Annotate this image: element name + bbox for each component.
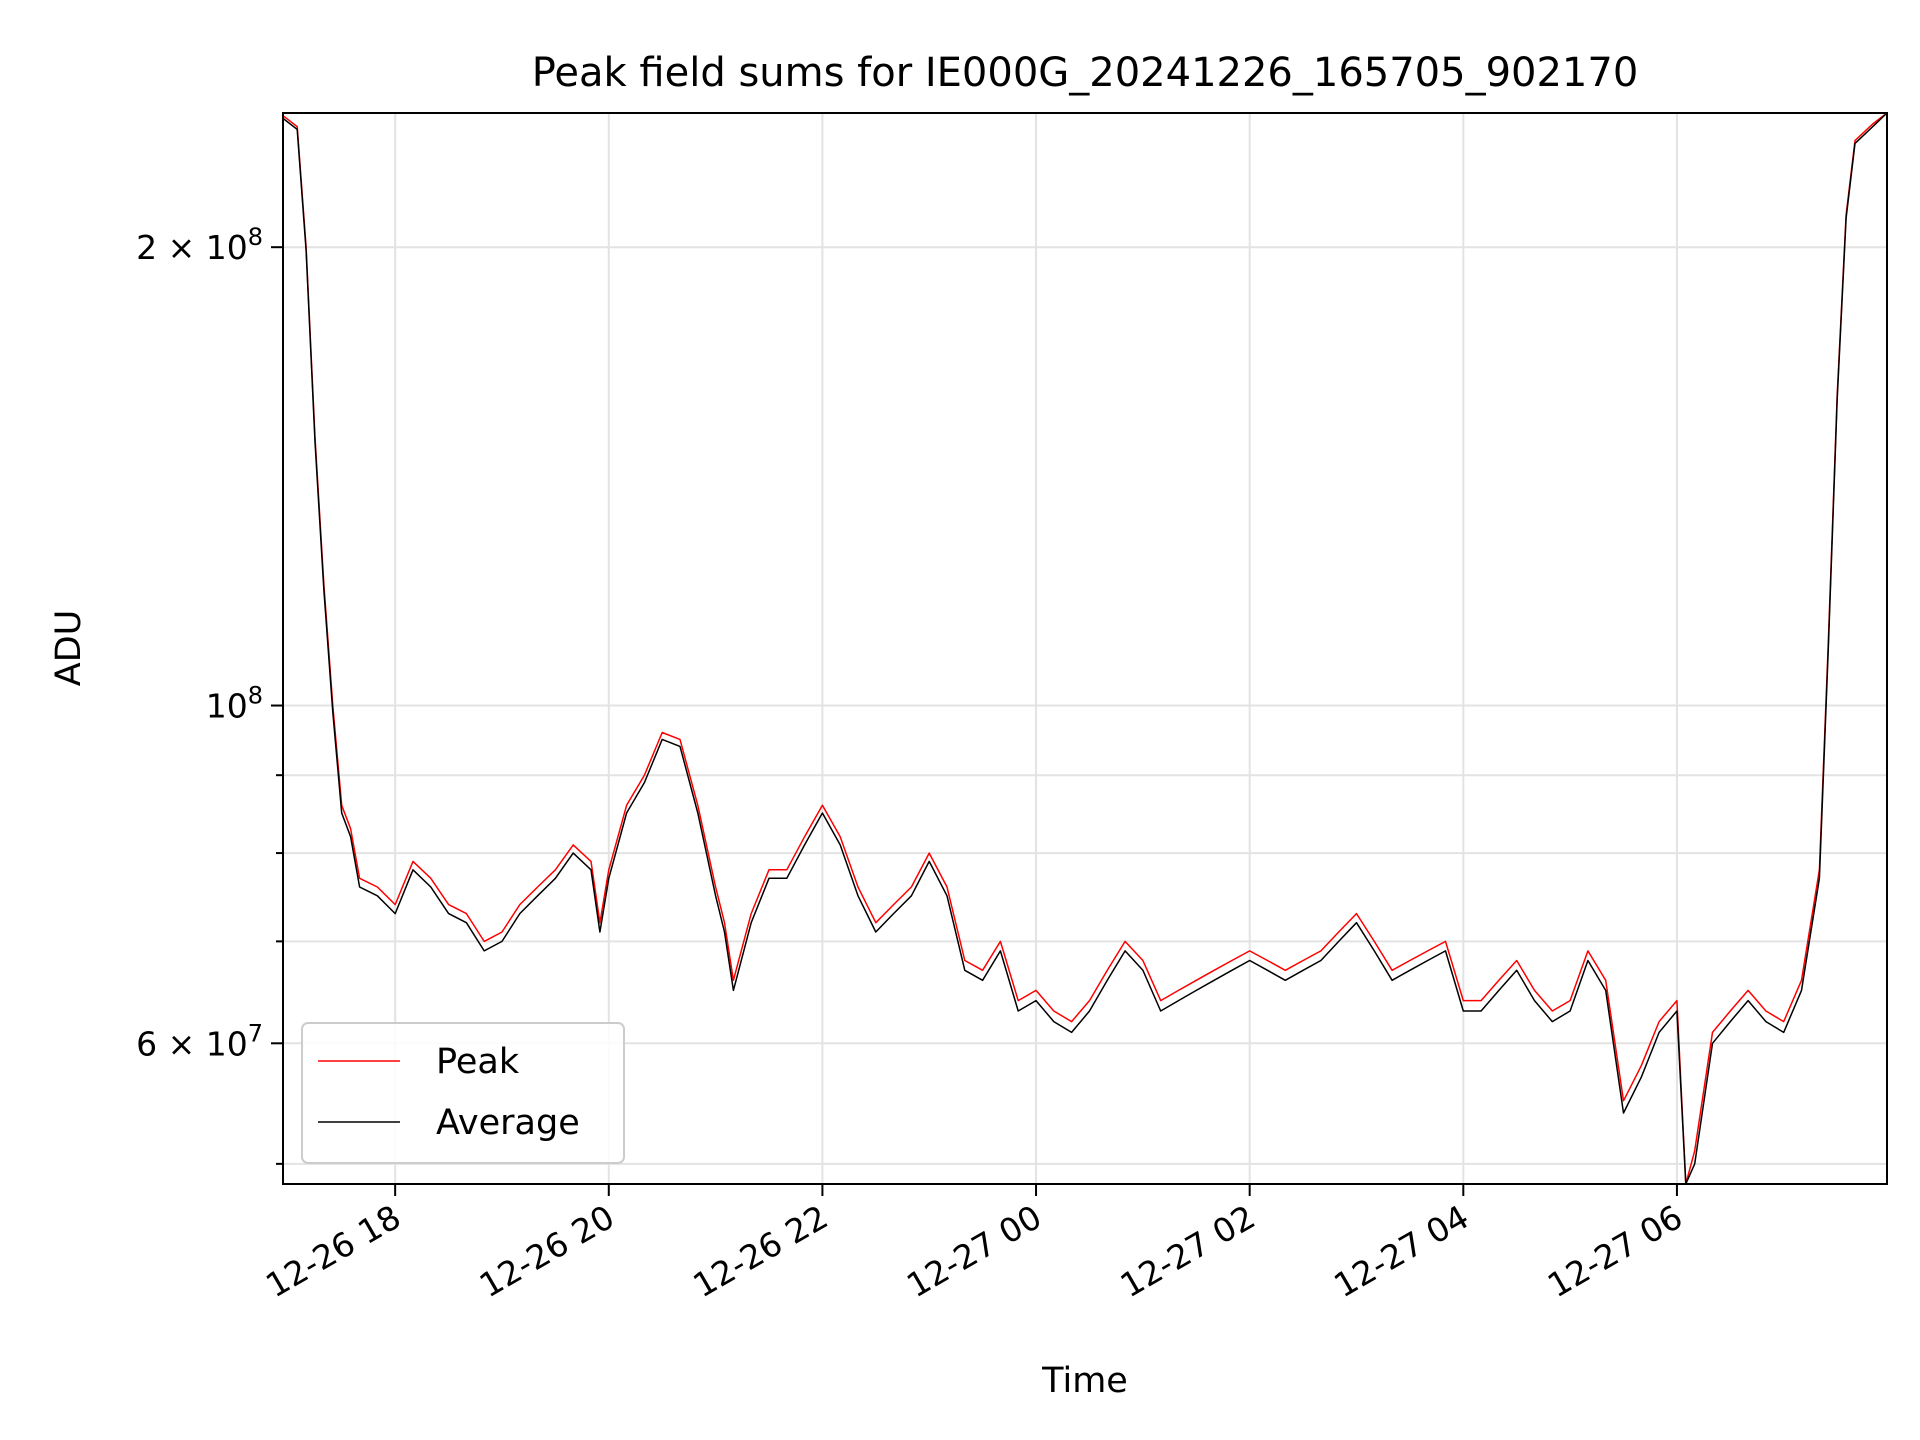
x-axis: 12-26 18 12-26 20 12-26 22 12-27 00 12-27 02…: [259, 1184, 1689, 1305]
plot-frame: [282, 112, 1888, 1185]
series-line-average: [282, 112, 1888, 1185]
legend-label-peak: Peak: [436, 1042, 520, 1082]
y-tick-label: 6 × 107: [136, 1019, 263, 1063]
x-tick-label: 12-27 04: [1327, 1197, 1475, 1305]
legend: Peak Average: [301, 1022, 625, 1164]
x-tick-label: 12-26 18: [259, 1197, 407, 1305]
legend-box: [301, 1022, 625, 1164]
y-tick-label: 108: [206, 682, 263, 726]
chart-title: Peak field sums for IE000G_20241226_1657…: [532, 50, 1639, 96]
y-tick-label: 2 × 108: [136, 223, 263, 267]
y-tick-base: 10: [206, 687, 248, 726]
y-axis-label: ADU: [49, 610, 89, 687]
x-tick-label: 12-26 20: [473, 1197, 621, 1305]
series-lines: [282, 112, 1888, 1185]
x-tick-label: 12-27 06: [1541, 1197, 1689, 1305]
series-line-peak: [282, 112, 1888, 1185]
x-tick-label: 12-26 22: [686, 1197, 834, 1305]
x-axis-label: Time: [1041, 1361, 1128, 1401]
y-tick-base: 2 × 10: [136, 228, 248, 267]
y-tick-exponent: 7: [248, 1019, 263, 1047]
y-tick-exponent: 8: [248, 682, 263, 710]
x-tick-label: 12-27 00: [900, 1197, 1048, 1305]
legend-label-average: Average: [436, 1103, 580, 1143]
x-tick-label: 12-27 02: [1114, 1197, 1262, 1305]
y-tick-base: 6 × 10: [136, 1024, 248, 1063]
y-tick-exponent: 8: [248, 223, 263, 251]
